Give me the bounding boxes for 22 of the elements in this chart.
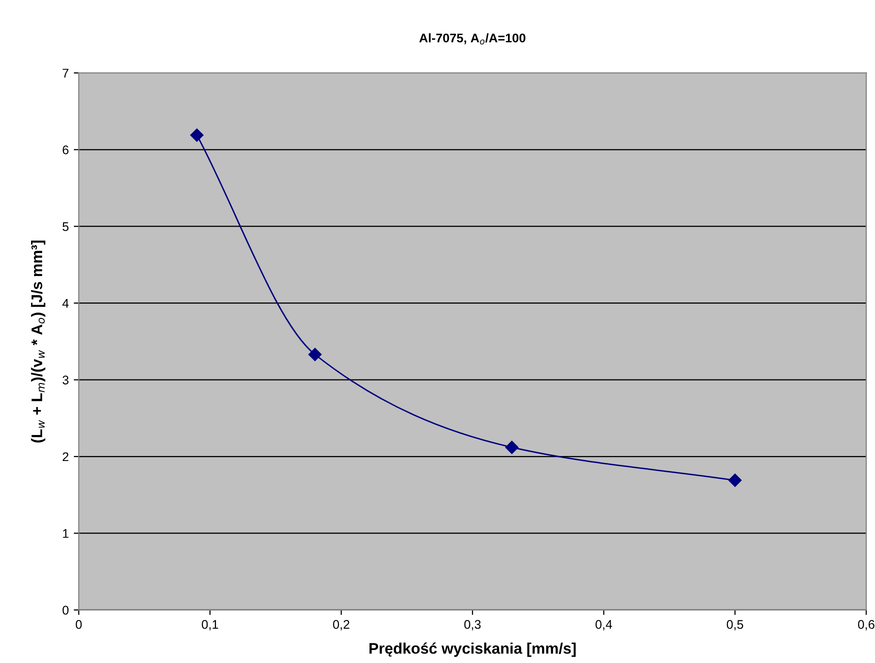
x-tick-label: 0,5 xyxy=(726,620,744,630)
x-axis-title: Prędkość wyciskania [mm/s] xyxy=(370,642,576,657)
point xyxy=(308,348,322,362)
y-tick-label: 5 xyxy=(62,222,69,232)
text: (L$_{w}$ + L$_{m}$)/(v$_{w}$ * A$_{o}$) [J/s mm³] xyxy=(31,240,46,443)
x-tick-label: 0,4 xyxy=(596,620,612,630)
chart-title: Al-7075, A$_{o}$/A=100 xyxy=(419,33,526,44)
x-tick-label: 0,2 xyxy=(333,620,350,630)
x-tick-label: 0,1 xyxy=(202,620,218,630)
y-tick-label: 2 xyxy=(62,452,68,462)
x-tick-label: 0,3 xyxy=(464,620,481,630)
y-tick-label: 7 xyxy=(62,68,68,78)
y-tick-label: 3 xyxy=(62,376,68,384)
y-tick-label: 4 xyxy=(62,299,69,308)
y-tick-label: 1 xyxy=(63,529,68,538)
x-tick-label: 0,6 xyxy=(858,620,874,630)
point xyxy=(505,440,518,454)
y-tick-label: 0 xyxy=(62,606,69,615)
y-tick-label: 6 xyxy=(62,145,68,154)
x-tick-label: 0 xyxy=(76,620,82,629)
point xyxy=(190,128,204,142)
point xyxy=(728,474,742,487)
